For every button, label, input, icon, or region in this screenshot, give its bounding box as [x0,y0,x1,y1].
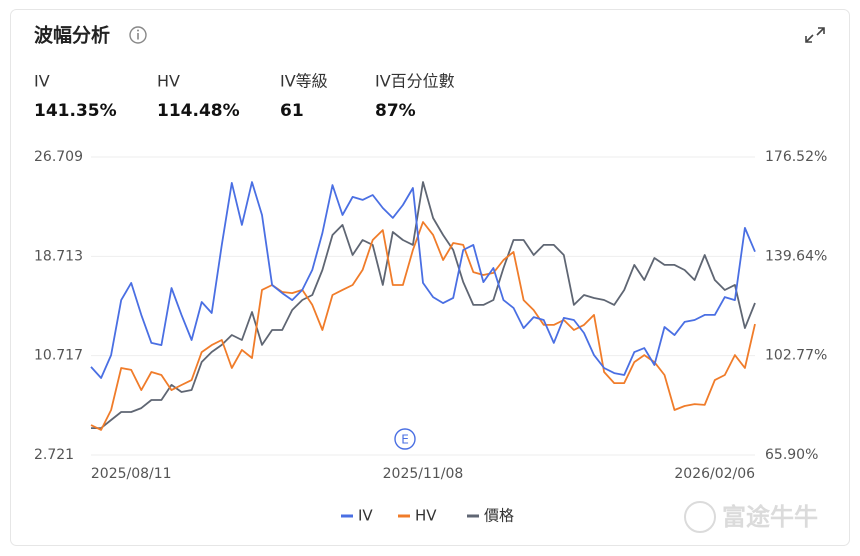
title: 波幅分析 [34,24,110,47]
info-icon[interactable] [129,26,147,44]
stat-label: IV百分位數 [375,72,455,91]
stat-value: 61 [280,101,304,121]
stat-label: IV等級 [280,72,328,91]
y-tick-label: 10.717 [34,348,83,364]
series-line [90,181,756,379]
event-marker[interactable]: E [394,428,416,450]
y2-tick-label: 65.90% [765,447,818,463]
stats: IV 141.35% HV 114.48% IV等級 61 IV百分位數 87% [34,72,455,122]
series-line [90,221,756,431]
event-label: E [401,433,409,447]
stat-label: HV [157,72,180,91]
expand-icon[interactable] [805,27,825,43]
stat-label: IV [34,72,50,91]
y2-tick-label: 139.64% [765,248,827,264]
y-tick-label: 26.709 [34,149,83,165]
watermark: 富途牛牛 [684,501,818,533]
watermark-text: 富途牛牛 [722,503,818,531]
legend-label: IV [358,507,373,525]
stat-value: 114.48% [157,101,240,121]
legend-item[interactable]: 價格 [467,507,514,525]
series-line [91,181,756,429]
x-tick-label: 2025/11/08 [383,466,464,482]
y-tick-label: 18.713 [34,248,83,264]
y2-tick-label: 102.77% [765,348,827,364]
legend-label: HV [415,507,437,525]
legend-item[interactable]: HV [398,507,437,525]
legend-item[interactable]: IV [341,507,373,525]
stat-value: 141.35% [34,101,117,121]
legend-label: 價格 [484,507,514,525]
y2-tick-label: 176.52% [765,149,827,165]
x-tick-label: 2026/02/06 [674,466,755,482]
y-tick-label: 2.721 [34,447,74,463]
stat-value: 87% [375,101,416,121]
card-border [10,9,850,546]
x-tick-label: 2025/08/11 [91,466,172,482]
